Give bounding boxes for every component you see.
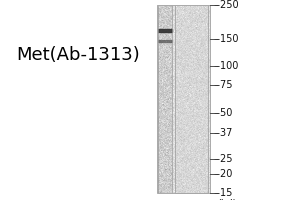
Text: --75: --75 xyxy=(214,80,233,90)
Text: (kd): (kd) xyxy=(217,198,236,200)
Text: K562: K562 xyxy=(173,8,196,17)
Text: --50: --50 xyxy=(214,108,233,118)
Text: Met(Ab-1313): Met(Ab-1313) xyxy=(16,46,140,64)
Text: --100: --100 xyxy=(214,61,239,71)
Text: --150: --150 xyxy=(214,34,239,44)
Text: --20: --20 xyxy=(214,169,233,179)
Bar xyxy=(157,5,210,193)
Text: --37: --37 xyxy=(214,128,233,138)
Text: --15: --15 xyxy=(214,188,233,198)
Text: --25: --25 xyxy=(214,154,233,164)
Text: --250: --250 xyxy=(214,0,240,10)
